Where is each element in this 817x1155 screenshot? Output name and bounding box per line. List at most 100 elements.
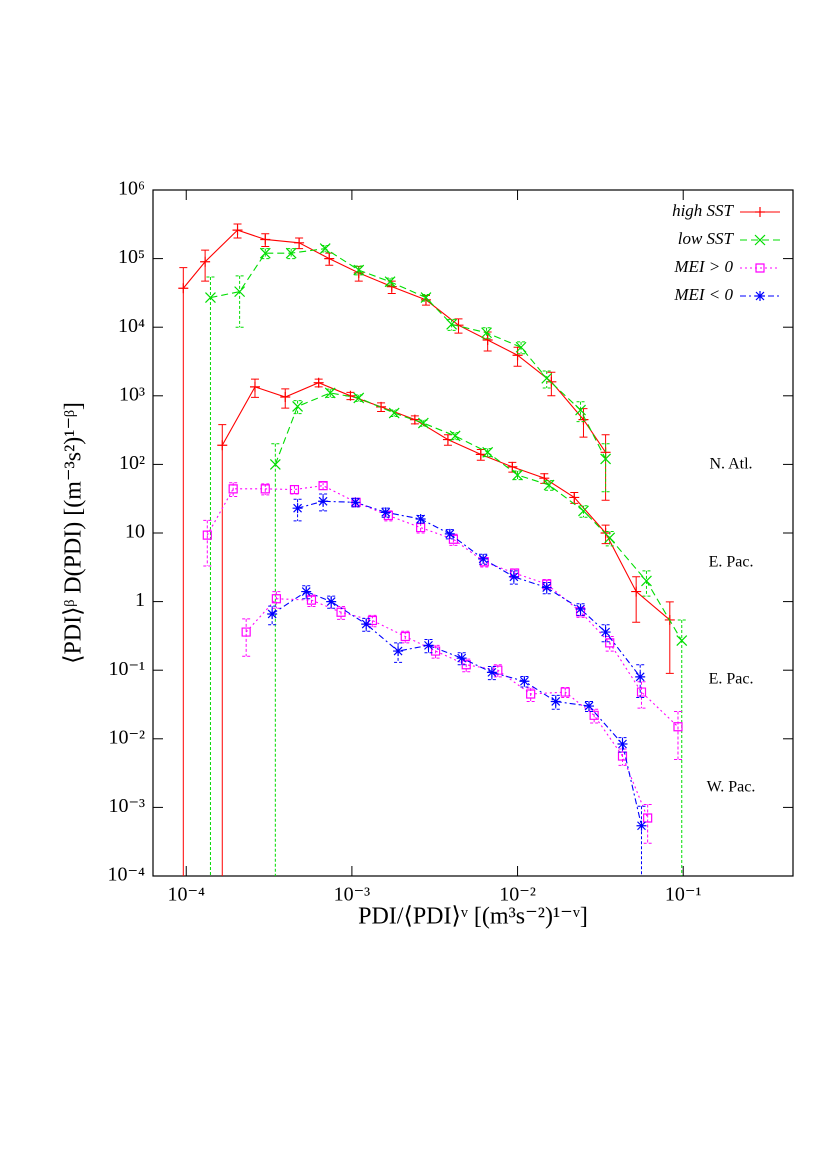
point-marker: [541, 372, 553, 384]
annotation: W. Pac.: [707, 779, 756, 796]
point-marker: [269, 458, 281, 470]
point-marker: [643, 813, 653, 823]
x-tick-label: 10⁻²: [499, 884, 536, 906]
point-marker: [260, 484, 270, 494]
point-marker: [249, 381, 260, 392]
point-marker: [546, 376, 557, 387]
point-marker: [635, 671, 646, 682]
legend-label: high SST: [672, 201, 734, 220]
x-tick-label: 10⁻⁴: [167, 884, 205, 906]
y-tick-label: 10⁶: [118, 178, 145, 200]
point-marker: [306, 595, 317, 605]
point-marker: [539, 473, 550, 484]
y-tick-label: 10⁻⁴: [107, 864, 145, 886]
point-marker: [508, 571, 519, 582]
point-marker: [350, 497, 361, 508]
point-marker: [560, 687, 570, 697]
point-marker: [636, 820, 647, 831]
point-marker: [318, 496, 329, 507]
error-bar: [643, 804, 652, 844]
point-marker: [384, 276, 396, 288]
error-bar: [576, 401, 585, 423]
point-marker: [575, 404, 586, 416]
point-marker: [417, 417, 429, 429]
annotation: N. Atl.: [709, 456, 752, 473]
point-marker: [388, 407, 400, 419]
point-marker: [444, 528, 455, 539]
point-marker: [600, 453, 612, 465]
point-marker: [202, 530, 212, 540]
series-line: [206, 485, 679, 728]
point-marker: [478, 553, 489, 564]
error-bar: [271, 443, 280, 876]
point-marker: [482, 335, 493, 346]
error-bar: [268, 605, 277, 626]
point-marker: [205, 292, 216, 304]
error-bar: [354, 265, 363, 276]
point-marker: [420, 292, 432, 304]
error-bar: [513, 470, 522, 481]
point-marker: [578, 505, 589, 517]
legend-label: MEI > 0: [673, 257, 733, 276]
error-bar: [483, 448, 492, 458]
point-marker: [301, 586, 312, 597]
annotation: E. Pac.: [709, 671, 754, 688]
y-tick-label: 10³: [119, 383, 145, 405]
point-marker: [241, 627, 251, 637]
error-bar: [601, 443, 610, 493]
y-tick-label: 10: [125, 521, 145, 543]
legend-marker: [755, 207, 765, 217]
point-marker: [271, 594, 281, 604]
point-marker: [380, 507, 391, 518]
point-marker: [543, 479, 555, 491]
series-line: [245, 598, 649, 819]
point-marker: [234, 286, 246, 298]
point-marker: [232, 225, 243, 236]
point-marker: [479, 557, 489, 567]
point-marker: [294, 237, 305, 248]
error-bar: [394, 642, 403, 663]
point-marker: [617, 738, 628, 749]
error-bar: [542, 370, 551, 389]
point-marker: [267, 608, 278, 619]
error-bar: [665, 601, 674, 674]
point-marker: [456, 653, 467, 664]
point-marker: [415, 513, 426, 524]
point-marker: [313, 377, 324, 388]
point-marker: [481, 327, 492, 339]
error-bar: [203, 519, 212, 567]
error-bar: [326, 388, 335, 398]
legend-label: low SST: [678, 229, 735, 248]
point-marker: [486, 667, 497, 678]
point-marker: [292, 503, 303, 514]
point-marker: [600, 627, 611, 638]
point-marker: [324, 387, 336, 399]
point-marker: [589, 710, 599, 720]
point-marker: [541, 582, 552, 593]
point-marker: [475, 449, 486, 460]
point-marker: [324, 253, 335, 264]
point-marker: [200, 256, 211, 267]
point-marker: [416, 522, 426, 533]
y-tick-label: 10²: [119, 452, 145, 474]
legend-marker: [755, 263, 765, 273]
point-marker: [285, 247, 297, 259]
error-bar: [386, 277, 395, 287]
error-bar: [637, 805, 646, 876]
point-marker: [515, 341, 527, 353]
error-bar: [637, 681, 646, 709]
point-marker: [641, 575, 652, 587]
point-marker: [376, 401, 387, 412]
point-marker: [550, 696, 561, 707]
error-bar: [218, 424, 227, 876]
point-marker: [512, 469, 523, 481]
point-marker: [575, 604, 586, 615]
point-marker: [584, 701, 595, 712]
error-bar: [642, 570, 651, 597]
point-marker: [636, 687, 647, 697]
point-marker: [446, 318, 458, 330]
x-axis-label: PDI/⟨PDI⟩ᵛ [(m³s⁻²)¹⁻ᵛ]: [358, 904, 588, 930]
point-marker: [423, 640, 434, 651]
point-marker: [280, 392, 291, 403]
